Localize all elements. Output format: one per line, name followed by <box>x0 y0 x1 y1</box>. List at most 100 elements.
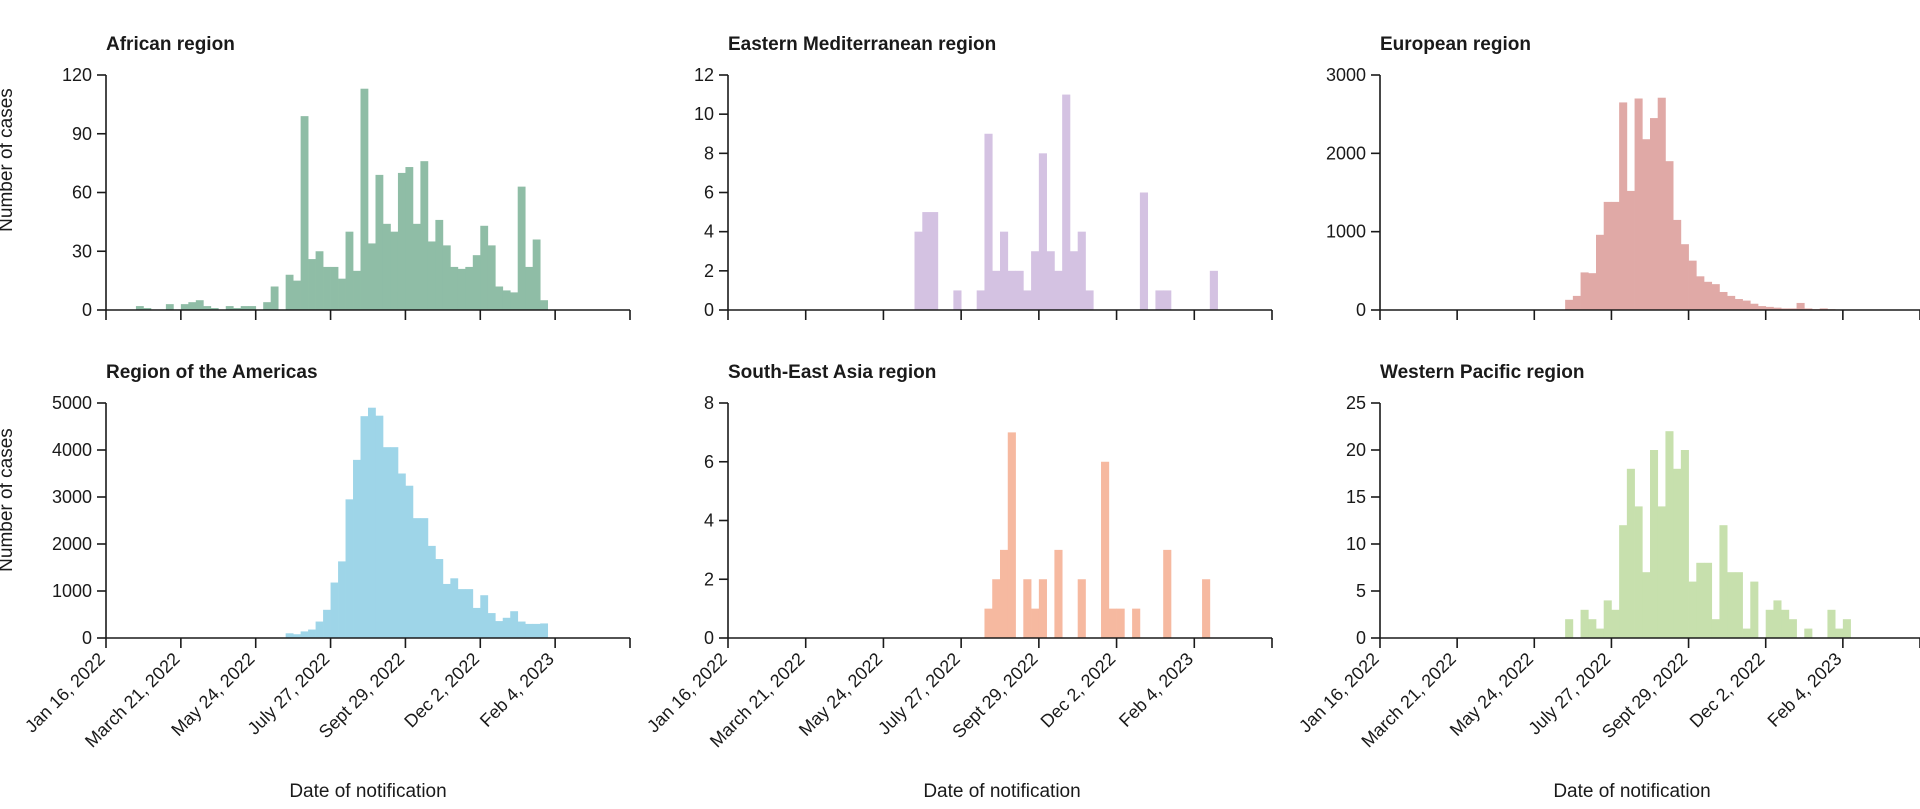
bar <box>360 416 369 638</box>
chart-region-of-the-americas: Region of the Americas 0 1000 2000 3000 4000 5… <box>21 362 631 751</box>
bar <box>1062 94 1071 310</box>
chart-title: South-East Asia region <box>728 362 936 383</box>
bar <box>1619 525 1628 638</box>
bar <box>442 583 451 638</box>
bar <box>375 415 384 638</box>
bar <box>1038 153 1047 310</box>
bar <box>315 621 324 638</box>
bar <box>1611 609 1620 638</box>
bar <box>1000 231 1009 310</box>
y-tick-label: 4 <box>704 222 714 242</box>
x-tick-label: May 24, 2022 <box>795 649 886 740</box>
bar <box>1727 295 1736 310</box>
y-tick-label: 3000 <box>52 487 92 507</box>
bar <box>465 266 474 310</box>
bar <box>1116 608 1125 639</box>
bar <box>1101 461 1110 638</box>
bar <box>1773 307 1782 310</box>
bar <box>1565 619 1574 638</box>
bar <box>323 609 331 638</box>
bar <box>188 302 197 310</box>
bar <box>1132 608 1141 639</box>
y-tick-label: 3000 <box>1326 65 1366 85</box>
bar <box>984 133 993 310</box>
y-tick-label: 30 <box>72 241 92 261</box>
bar <box>1031 251 1040 310</box>
y-tick-label: 60 <box>72 183 92 203</box>
bar <box>1650 450 1659 638</box>
y-tick-label: 0 <box>82 628 92 648</box>
bar <box>165 304 174 311</box>
y-axis-label-top: Number of cases <box>0 88 17 232</box>
bar <box>1023 579 1032 638</box>
bar <box>225 306 234 310</box>
bar <box>472 607 481 638</box>
bar <box>1719 291 1728 310</box>
bar <box>353 270 361 310</box>
bar <box>1077 579 1086 638</box>
bar <box>315 251 324 310</box>
bar <box>1626 468 1635 638</box>
bar <box>1023 290 1032 310</box>
x-tick-label: Dec 2, 2022 <box>1686 649 1769 732</box>
bar <box>1054 270 1063 310</box>
bar <box>1634 506 1643 638</box>
y-tick-label: 5 <box>1356 581 1366 601</box>
chart-african-region: African region 0 30 60 90 120 <box>62 34 631 320</box>
bar <box>1163 290 1172 310</box>
bar <box>1719 525 1728 638</box>
bar <box>517 186 526 311</box>
y-tick-label: 0 <box>82 300 92 320</box>
bar <box>1139 192 1149 310</box>
bar <box>382 223 391 310</box>
bar <box>953 290 962 310</box>
y-tick-label: 0 <box>1356 628 1366 648</box>
y-tick-label: 2000 <box>52 534 92 554</box>
chart-south-east-asia-region: South-East Asia region 0 2 4 6 8 Jan 16, 2022 M… <box>643 362 1273 751</box>
bar <box>914 231 923 310</box>
bar <box>502 617 511 638</box>
bar <box>1572 295 1581 310</box>
bar <box>390 447 399 638</box>
bar <box>1642 139 1651 310</box>
bar <box>472 255 481 310</box>
bar <box>1680 244 1689 310</box>
bar <box>233 308 242 310</box>
bar <box>1804 628 1813 638</box>
y-tick-label: 25 <box>1346 393 1366 413</box>
bar <box>1626 190 1635 310</box>
bar <box>1665 431 1674 638</box>
bar <box>525 623 534 638</box>
bar <box>1758 306 1767 310</box>
bar <box>368 243 376 310</box>
bar <box>338 561 346 638</box>
bar <box>1657 506 1666 638</box>
y-tick-label: 8 <box>704 143 714 163</box>
x-axis-label-middle: Date of notification <box>923 781 1080 802</box>
bar <box>1085 290 1094 310</box>
y-tick-label: 4 <box>704 511 714 531</box>
bar <box>984 608 993 639</box>
y-tick-label: 5000 <box>52 393 92 413</box>
bar <box>992 579 1001 638</box>
y-tick-label: 4000 <box>52 440 92 460</box>
bar <box>1742 300 1751 310</box>
bar <box>285 633 294 638</box>
bar <box>1835 628 1844 638</box>
bar <box>1773 600 1782 638</box>
bar <box>517 621 526 638</box>
bar <box>345 499 354 638</box>
bar <box>1155 290 1164 310</box>
bar <box>1711 284 1720 310</box>
bar <box>1734 299 1743 310</box>
bar <box>330 266 339 310</box>
bar <box>397 473 406 638</box>
bar <box>412 518 421 638</box>
bar <box>435 559 444 638</box>
x-tick-label: Feb 4, 2023 <box>1115 649 1197 731</box>
x-tick-label: Feb 4, 2023 <box>476 649 558 731</box>
bar <box>1031 608 1040 639</box>
bar <box>263 302 272 310</box>
bar <box>495 621 504 638</box>
